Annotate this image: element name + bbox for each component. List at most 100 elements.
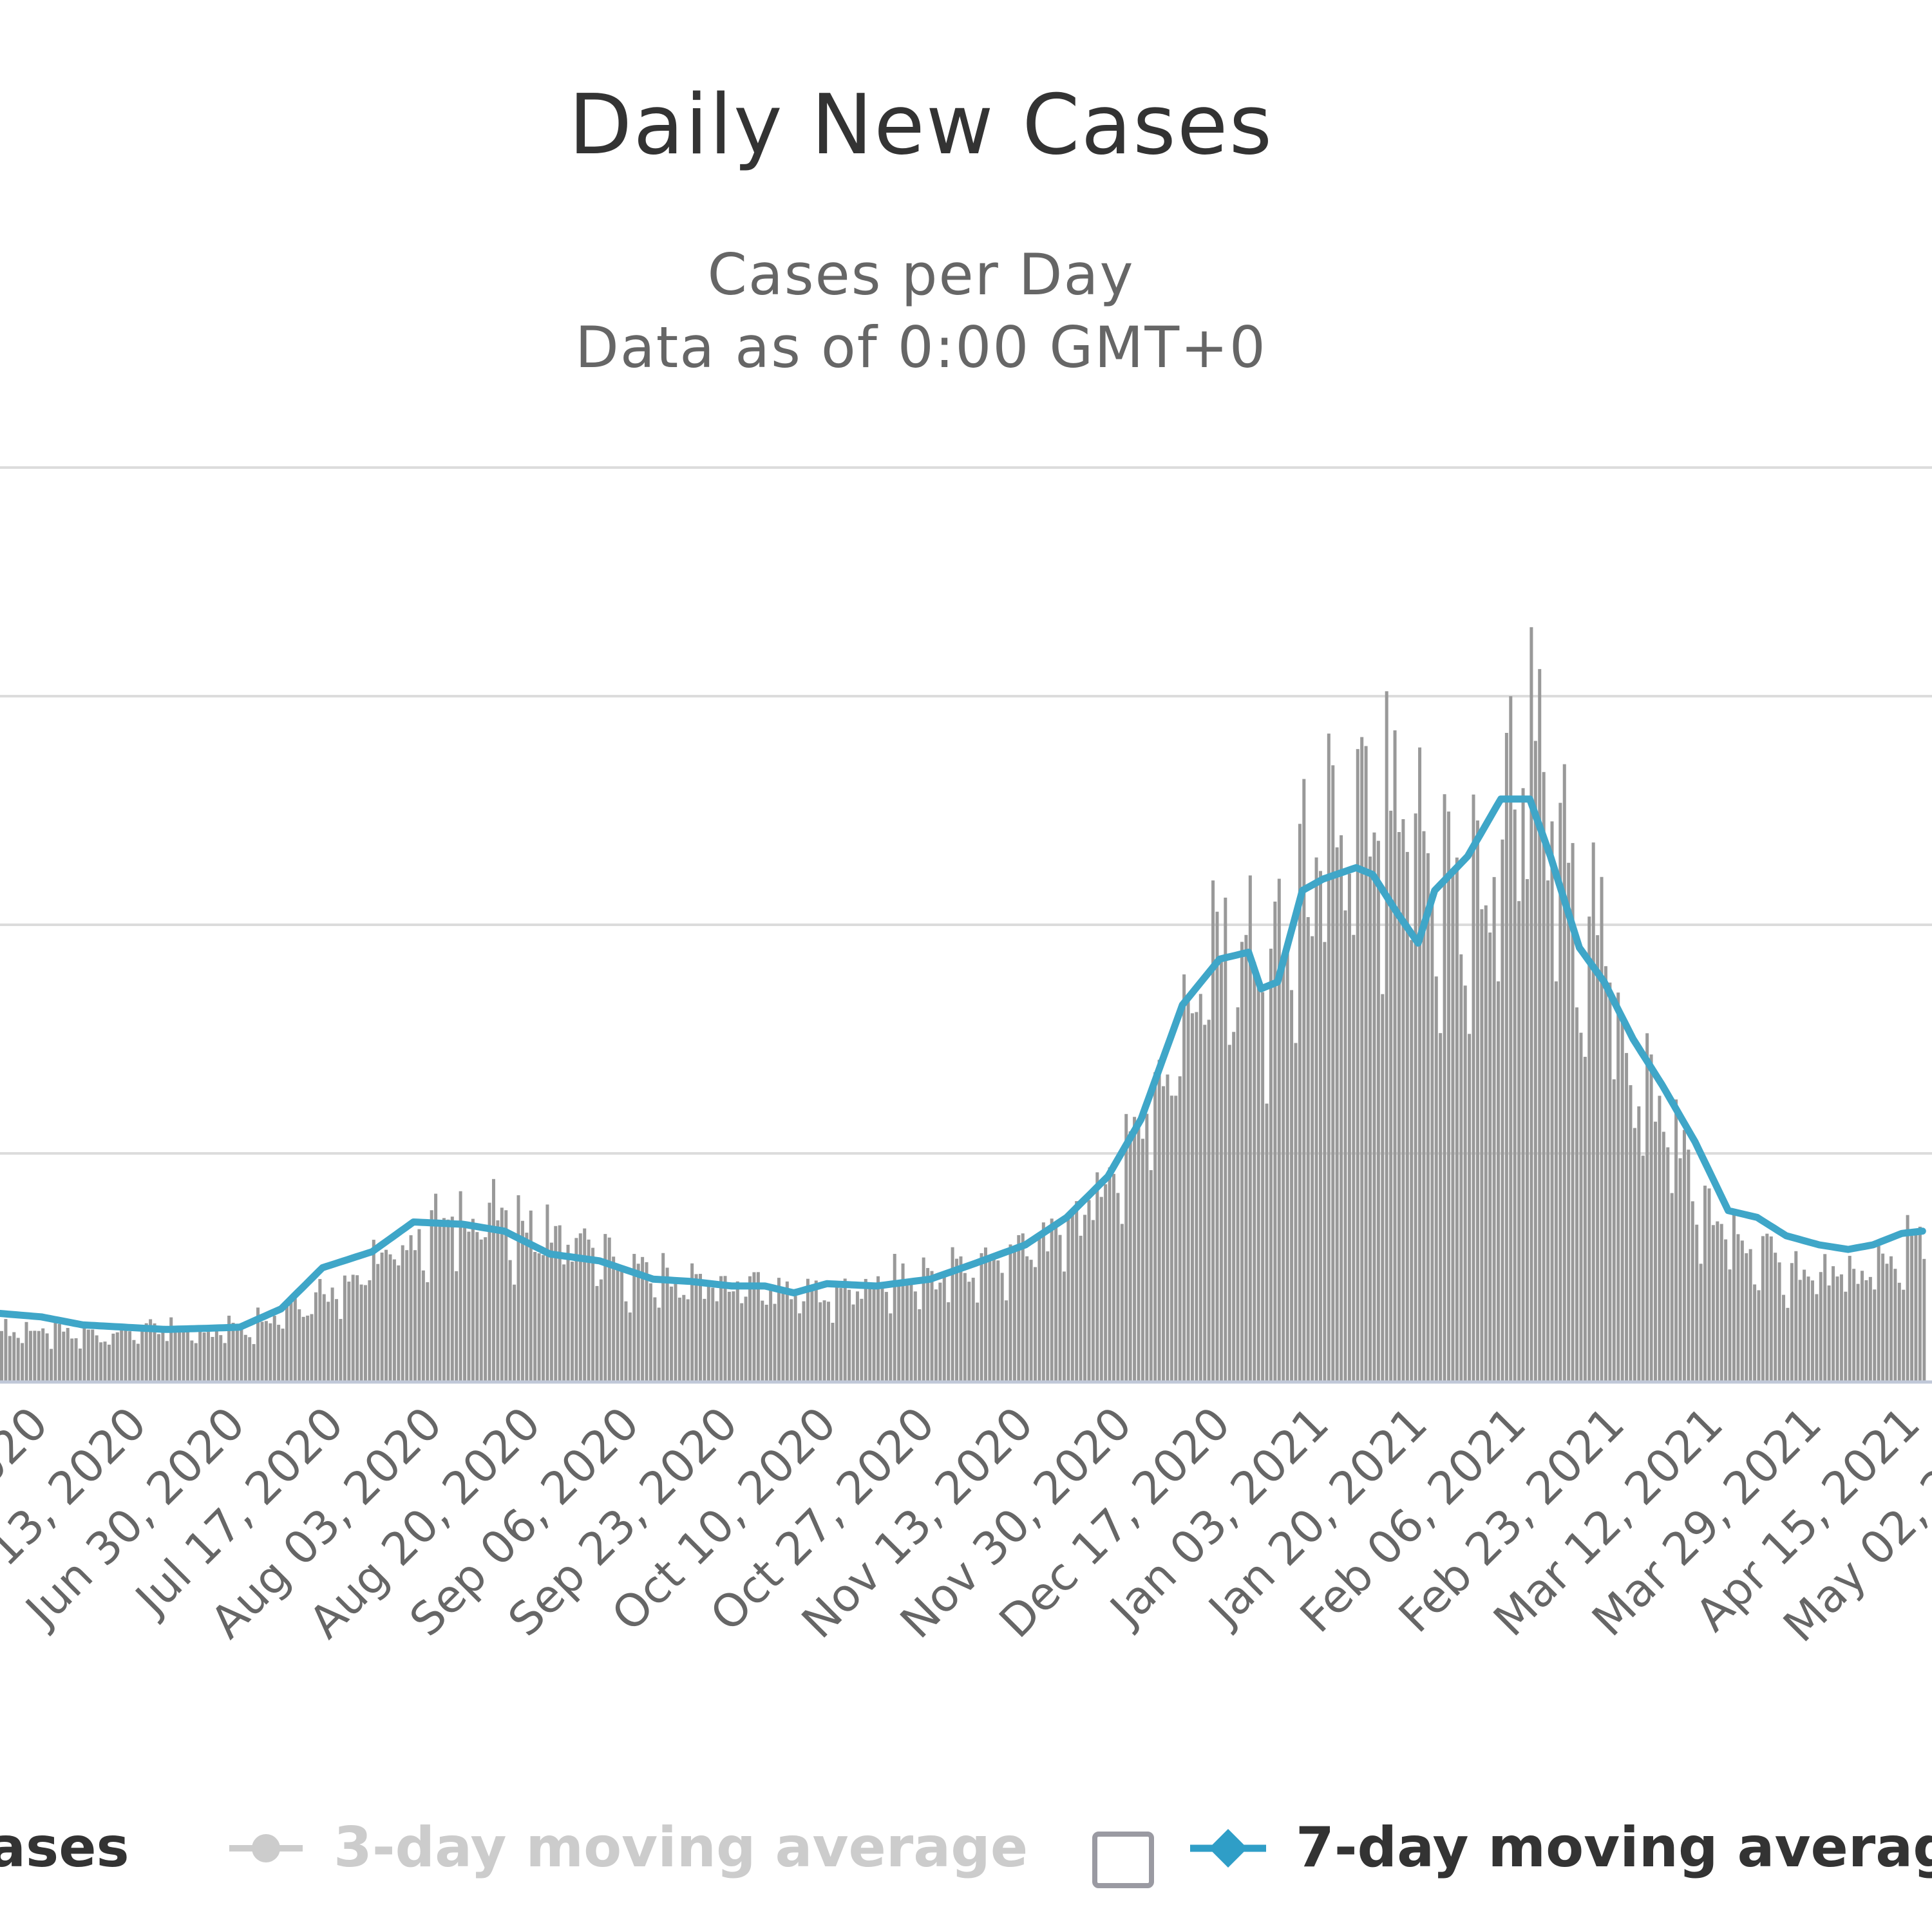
daily-case-bar[interactable] [178,1332,182,1382]
daily-case-bar[interactable] [806,1278,810,1382]
daily-case-bar[interactable] [1000,1273,1004,1382]
daily-case-bar[interactable] [426,1282,430,1382]
daily-case-bar[interactable] [1182,974,1186,1382]
daily-case-bar[interactable] [980,1253,983,1382]
daily-case-bar[interactable] [1654,1121,1658,1382]
daily-case-bar[interactable] [1253,961,1256,1382]
daily-case-bar[interactable] [562,1264,566,1382]
daily-case-bar[interactable] [798,1313,802,1382]
daily-case-bar[interactable] [1848,1256,1852,1382]
daily-case-bar[interactable] [1104,1184,1108,1382]
daily-case-bar[interactable] [1687,1150,1690,1382]
daily-case-bar[interactable] [1327,734,1331,1382]
daily-case-bar[interactable] [1488,932,1492,1382]
daily-case-bar[interactable] [1244,934,1248,1382]
daily-case-bar[interactable] [173,1326,177,1382]
daily-case-bar[interactable] [971,1278,975,1382]
daily-case-bar[interactable] [777,1278,781,1382]
daily-case-bar[interactable] [45,1333,49,1382]
daily-case-bar[interactable] [983,1247,987,1382]
daily-case-bar[interactable] [1368,857,1372,1382]
daily-case-bar[interactable] [1558,802,1562,1382]
daily-case-bar[interactable] [1124,1113,1128,1382]
daily-case-bar[interactable] [748,1276,752,1382]
daily-case-bar[interactable] [529,1210,533,1382]
daily-case-bar[interactable] [1198,994,1202,1382]
daily-case-bar[interactable] [884,1292,888,1382]
daily-case-bar[interactable] [1021,1233,1025,1382]
daily-case-bar[interactable] [1070,1213,1074,1382]
daily-case-bar[interactable] [1434,976,1438,1382]
daily-case-bar[interactable] [1893,1269,1897,1382]
daily-case-bar[interactable] [1443,794,1446,1382]
daily-case-bar[interactable] [1662,1132,1665,1382]
daily-case-bar[interactable] [1298,824,1302,1382]
daily-case-bar[interactable] [1794,1251,1798,1382]
daily-case-bar[interactable] [1162,1086,1166,1382]
daily-case-bar[interactable] [459,1191,462,1382]
daily-case-bar[interactable] [843,1278,847,1382]
legend-item-3-day-average[interactable]: 3-day moving average [229,1815,1028,1880]
daily-case-bar[interactable] [380,1252,384,1382]
daily-case-bar[interactable] [513,1284,516,1382]
daily-case-bar[interactable] [1083,1215,1087,1382]
daily-case-bar[interactable] [66,1328,70,1382]
daily-case-bar[interactable] [1203,1025,1207,1382]
daily-case-bar[interactable] [1538,668,1542,1382]
daily-case-bar[interactable] [107,1344,111,1382]
daily-case-bar[interactable] [992,1255,996,1382]
daily-case-bar[interactable] [1753,1284,1757,1382]
daily-case-bar[interactable] [1918,1226,1922,1382]
daily-case-bar[interactable] [1385,691,1388,1382]
daily-case-bar[interactable] [603,1234,607,1382]
daily-case-bar[interactable] [1910,1236,1914,1382]
daily-case-bar[interactable] [1360,737,1364,1382]
daily-case-bar[interactable] [21,1343,24,1382]
daily-case-bar[interactable] [1178,1076,1182,1382]
daily-case-bar[interactable] [335,1299,339,1382]
daily-case-bar[interactable] [1761,1236,1765,1382]
daily-case-bar[interactable] [1889,1256,1893,1382]
daily-case-bar[interactable] [405,1250,409,1382]
daily-case-bar[interactable] [442,1218,446,1382]
daily-case-bar[interactable] [1852,1269,1856,1382]
daily-case-bar[interactable] [1372,832,1376,1382]
daily-case-bar[interactable] [1699,1264,1703,1382]
daily-case-bar[interactable] [918,1309,922,1382]
daily-case-bar[interactable] [1583,1057,1587,1382]
daily-case-bar[interactable] [1620,1020,1624,1382]
daily-case-bar[interactable] [628,1312,632,1382]
daily-case-bar[interactable] [583,1228,587,1382]
daily-case-bar[interactable] [339,1319,343,1382]
daily-case-bar[interactable] [0,1331,4,1382]
daily-case-bar[interactable] [1716,1221,1719,1382]
daily-case-bar[interactable] [330,1287,334,1382]
daily-case-bar[interactable] [1141,1139,1144,1382]
daily-case-bar[interactable] [1343,910,1347,1382]
daily-case-bar[interactable] [1455,857,1459,1382]
daily-case-bar[interactable] [417,1229,421,1382]
daily-case-bar[interactable] [764,1304,768,1382]
daily-case-bar[interactable] [851,1304,855,1382]
daily-case-bar[interactable] [115,1332,119,1382]
daily-case-bar[interactable] [1447,811,1451,1382]
daily-case-bar[interactable] [161,1332,165,1382]
daily-case-bar[interactable] [149,1319,153,1382]
daily-case-bar[interactable] [306,1315,310,1382]
daily-case-bar[interactable] [156,1334,160,1382]
daily-case-bar[interactable] [1012,1247,1016,1382]
daily-case-bar[interactable] [1219,958,1223,1382]
daily-case-bar[interactable] [1591,842,1595,1382]
daily-case-bar[interactable] [698,1274,702,1382]
daily-case-bar[interactable] [392,1259,396,1382]
daily-case-bar[interactable] [82,1325,86,1382]
daily-case-bar[interactable] [1711,1225,1715,1382]
daily-case-bar[interactable] [479,1239,483,1382]
daily-case-bar[interactable] [1748,1249,1752,1382]
daily-case-bar[interactable] [1157,1059,1161,1382]
daily-case-bar[interactable] [566,1244,570,1382]
daily-case-bar[interactable] [264,1321,268,1382]
daily-case-bar[interactable] [310,1314,314,1382]
daily-case-bar[interactable] [57,1323,61,1382]
daily-case-bar[interactable] [926,1267,930,1382]
